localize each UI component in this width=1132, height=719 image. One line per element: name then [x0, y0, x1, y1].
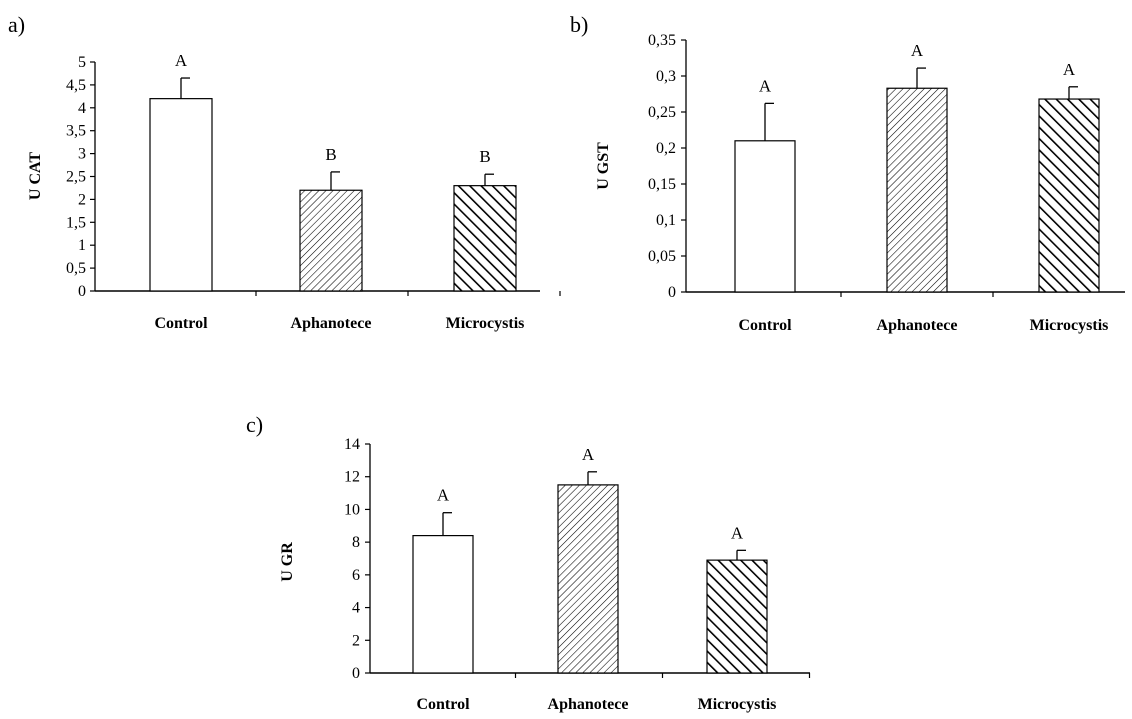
y-tick-label: 0: [352, 665, 360, 682]
y-tick-label: 1,5: [66, 214, 86, 231]
y-axis-label: U GST: [595, 142, 612, 190]
y-tick-label: 0,15: [648, 176, 676, 193]
category-label: Microcystis: [446, 315, 525, 332]
significance-label: A: [437, 486, 450, 505]
y-tick-label: 3: [78, 146, 86, 163]
y-tick-label: 0,05: [648, 248, 676, 265]
panel-label: c): [246, 412, 263, 437]
y-tick-label: 0: [668, 284, 676, 301]
y-tick-label: 0,1: [656, 212, 676, 229]
cat-bar-chart: a) 0 0,5 1 1,5 2 2,5 3 3,5 4 4,5 5 U CAT A Control B Aph…: [8, 12, 561, 332]
panel-label: a): [8, 12, 25, 37]
bar: [299, 189, 363, 292]
category-label: Control: [416, 696, 470, 713]
significance-label: A: [175, 51, 188, 70]
gst-bar-chart: b) 0 0,05 0,1 0,15 0,2 0,25 0,3 0,35 U GST A Contro…: [570, 12, 1125, 334]
category-label: Control: [154, 315, 208, 332]
y-tick-label: 4: [352, 600, 360, 617]
category-label: Aphanotece: [548, 696, 629, 713]
category-label: Control: [738, 317, 792, 334]
y-tick-label: 0: [78, 283, 86, 300]
y-tick-label: 1: [78, 237, 86, 254]
y-tick-label: 5: [78, 54, 86, 71]
significance-label: B: [325, 145, 336, 164]
chart-panel-b: b) 0 0,05 0,1 0,15 0,2 0,25 0,3 0,35 U GST A Contro…: [560, 0, 1132, 350]
chart-panel-a: a) 0 0,5 1 1,5 2 2,5 3 3,5 4 4,5 5 U CAT A Control B Aph…: [0, 0, 561, 340]
bar: [557, 484, 619, 674]
y-tick-label: 4,5: [66, 77, 86, 94]
y-tick-label: 0,3: [656, 68, 676, 85]
y-tick-label: 3,5: [66, 123, 86, 140]
y-tick-label: 4: [78, 100, 86, 117]
y-axis-label: U CAT: [27, 152, 44, 200]
category-label: Aphanotece: [291, 315, 372, 332]
y-tick-label: 2: [352, 632, 360, 649]
category-label: Microcystis: [1030, 317, 1109, 334]
y-tick-label: 2,5: [66, 169, 86, 186]
bar: [886, 87, 948, 293]
y-tick-label: 14: [344, 436, 360, 453]
bar: [1038, 98, 1100, 293]
y-tick-label: 6: [352, 567, 360, 584]
significance-label: A: [582, 445, 595, 464]
y-tick-label: 0,35: [648, 32, 676, 49]
chart-panel-c: c) 0 2 4 6 8 10 12 14 U GR A Control A Aphanotece A Mic…: [240, 400, 820, 719]
bar: [412, 535, 474, 674]
significance-label: A: [1063, 60, 1076, 79]
category-label: Microcystis: [698, 696, 777, 713]
y-tick-label: 12: [344, 469, 360, 486]
y-tick-label: 0,5: [66, 260, 86, 277]
significance-label: A: [759, 76, 772, 95]
y-tick-label: 8: [352, 534, 360, 551]
y-tick-label: 10: [344, 501, 360, 518]
significance-label: A: [731, 523, 744, 542]
y-axis-label: U GR: [279, 542, 296, 582]
gr-bar-chart: c) 0 2 4 6 8 10 12 14 U GR A Control A Aphanotece A Mic…: [246, 412, 811, 713]
y-tick-label: 2: [78, 191, 86, 208]
bar: [149, 98, 213, 292]
category-label: Aphanotece: [877, 317, 958, 334]
significance-label: A: [911, 41, 924, 60]
significance-label: B: [479, 147, 490, 166]
y-tick-label: 0,2: [656, 140, 676, 157]
panel-label: b): [570, 12, 588, 37]
bar: [706, 559, 768, 674]
bar: [734, 140, 796, 293]
bar: [453, 185, 517, 292]
y-tick-label: 0,25: [648, 104, 676, 121]
